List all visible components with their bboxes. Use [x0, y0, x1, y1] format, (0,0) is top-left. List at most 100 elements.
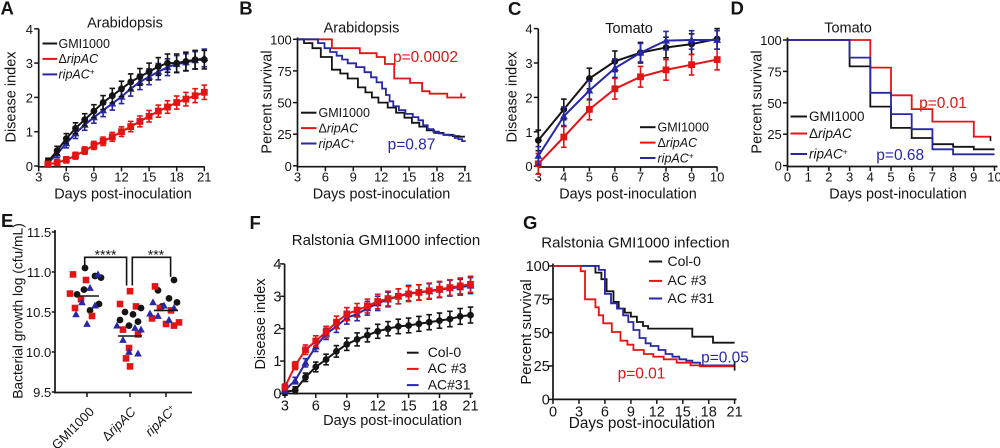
svg-text:p=0.05: p=0.05	[701, 350, 749, 367]
svg-text:Percent survival: Percent survival	[750, 50, 766, 153]
svg-text:***: ***	[148, 247, 165, 263]
svg-text:p=0.0002: p=0.0002	[393, 49, 458, 66]
svg-text:6: 6	[601, 404, 609, 420]
svg-text:21: 21	[727, 404, 743, 420]
svg-text:p=0.01: p=0.01	[618, 366, 666, 383]
svg-text:G: G	[523, 212, 537, 233]
svg-text:3: 3	[26, 56, 33, 71]
svg-text:9: 9	[350, 170, 357, 185]
svg-text:ripAC+: ripAC+	[319, 136, 355, 151]
svg-text:6: 6	[322, 170, 329, 185]
svg-text:25: 25	[767, 127, 781, 142]
svg-text:6: 6	[312, 399, 320, 415]
svg-text:D: D	[731, 0, 744, 19]
svg-text:15: 15	[675, 404, 691, 420]
svg-text:AC #31: AC #31	[668, 290, 715, 306]
svg-text:4: 4	[26, 22, 33, 37]
svg-text:3: 3	[525, 56, 532, 71]
svg-text:0: 0	[549, 404, 557, 420]
svg-text:18: 18	[430, 170, 444, 185]
svg-text:2: 2	[825, 170, 832, 185]
svg-text:18: 18	[431, 399, 447, 415]
svg-text:ΔripAC: ΔripAC	[319, 121, 360, 135]
svg-text:11.0: 11.0	[27, 265, 51, 280]
svg-text:0: 0	[775, 159, 782, 174]
svg-text:AC#31: AC#31	[428, 376, 471, 392]
svg-text:50: 50	[767, 96, 781, 111]
svg-text:GMI1000: GMI1000	[319, 106, 370, 120]
svg-text:4: 4	[273, 257, 281, 273]
svg-text:0: 0	[273, 387, 281, 403]
svg-text:3: 3	[35, 170, 42, 185]
svg-text:5: 5	[887, 170, 894, 185]
svg-text:50: 50	[534, 326, 550, 342]
svg-text:Ralstonia GMI1000 infection: Ralstonia GMI1000 infection	[292, 232, 480, 249]
svg-text:AC #3: AC #3	[428, 360, 467, 376]
svg-text:50: 50	[277, 96, 291, 111]
svg-text:0: 0	[525, 159, 532, 174]
svg-text:4: 4	[525, 22, 532, 37]
svg-text:12: 12	[370, 399, 386, 415]
svg-text:ΔripAC: ΔripAC	[809, 126, 852, 141]
svg-text:21: 21	[197, 170, 211, 185]
svg-text:1: 1	[525, 125, 532, 140]
svg-text:100: 100	[526, 259, 550, 275]
svg-text:5: 5	[586, 170, 593, 185]
svg-text:GMI1000: GMI1000	[59, 37, 110, 51]
svg-text:11.5: 11.5	[27, 225, 51, 240]
svg-text:9: 9	[90, 170, 97, 185]
svg-text:18: 18	[169, 170, 183, 185]
svg-text:3: 3	[294, 170, 301, 185]
svg-text:6: 6	[63, 170, 70, 185]
svg-text:2: 2	[273, 322, 281, 338]
svg-text:7: 7	[929, 170, 936, 185]
svg-text:B: B	[239, 0, 252, 18]
svg-text:p=0.01: p=0.01	[919, 95, 967, 112]
svg-text:ripAC+: ripAC+	[59, 67, 95, 82]
svg-text:10: 10	[987, 170, 1000, 185]
svg-text:AC #3: AC #3	[668, 272, 707, 288]
svg-text:GMI1000: GMI1000	[809, 109, 865, 124]
svg-text:Percent survival: Percent survival	[519, 279, 535, 384]
svg-text:Col-0: Col-0	[668, 253, 702, 269]
svg-text:4: 4	[560, 170, 567, 185]
svg-text:6: 6	[611, 170, 618, 185]
svg-text:75: 75	[277, 64, 291, 79]
svg-text:25: 25	[277, 127, 291, 142]
svg-text:10.0: 10.0	[26, 345, 51, 360]
svg-text:Days post-inoculation: Days post-inoculation	[569, 415, 715, 432]
svg-text:15: 15	[142, 170, 156, 185]
svg-text:100: 100	[760, 33, 782, 48]
svg-text:75: 75	[534, 292, 550, 308]
svg-text:3: 3	[273, 289, 281, 305]
svg-text:ripAC+: ripAC+	[658, 150, 694, 165]
svg-text:E: E	[1, 210, 13, 231]
svg-text:12: 12	[649, 404, 665, 420]
svg-text:F: F	[250, 212, 261, 233]
svg-text:Arabidopsis: Arabidopsis	[324, 21, 400, 37]
svg-text:9: 9	[970, 170, 977, 185]
svg-text:7: 7	[637, 170, 644, 185]
svg-text:10: 10	[710, 170, 724, 185]
svg-text:21: 21	[458, 170, 472, 185]
svg-text:12: 12	[374, 170, 388, 185]
svg-text:Disease index: Disease index	[253, 278, 269, 370]
svg-text:****: ****	[95, 247, 117, 263]
svg-text:9: 9	[627, 404, 635, 420]
svg-text:Tomato: Tomato	[605, 21, 653, 37]
svg-text:15: 15	[401, 399, 417, 415]
svg-text:0: 0	[784, 170, 791, 185]
svg-text:ripAC+: ripAC+	[809, 146, 848, 161]
svg-text:8: 8	[662, 170, 669, 185]
svg-text:1: 1	[26, 125, 33, 140]
svg-text:0: 0	[285, 159, 292, 174]
svg-text:ΔripAC: ΔripAC	[658, 136, 699, 150]
svg-text:Days post-inoculation: Days post-inoculation	[829, 187, 967, 203]
svg-text:GMI1000: GMI1000	[658, 121, 709, 135]
svg-text:Ralstonia GMI1000 infection: Ralstonia GMI1000 infection	[541, 235, 729, 252]
svg-text:0: 0	[26, 159, 33, 174]
svg-text:9: 9	[688, 170, 695, 185]
svg-text:Days post-inoculation: Days post-inoculation	[323, 413, 462, 429]
svg-text:4: 4	[867, 170, 874, 185]
svg-text:18: 18	[701, 404, 717, 420]
